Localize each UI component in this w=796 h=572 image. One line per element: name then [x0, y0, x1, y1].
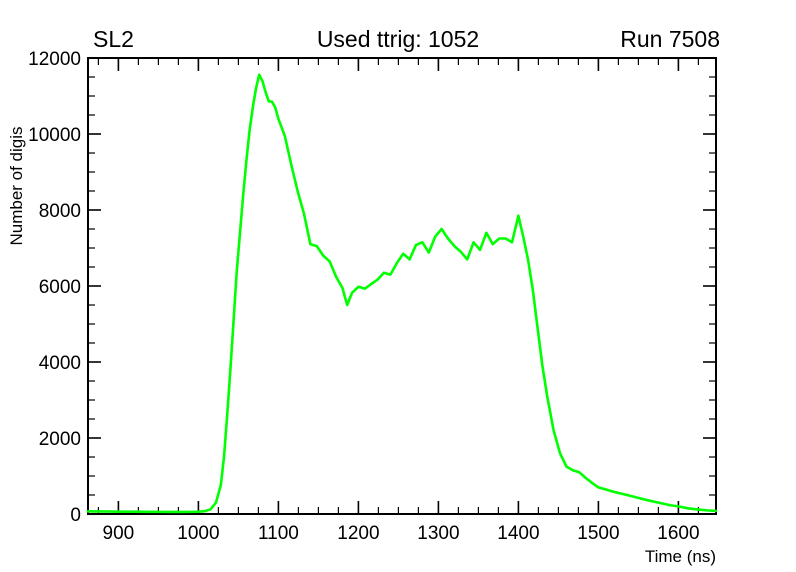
y-tick-label: 6000 [39, 277, 81, 298]
y-axis-tick-labels: 0 2000 4000 6000 8000 10000 12000 [28, 49, 81, 526]
y-tick-label: 0 [70, 505, 81, 526]
plot-frame [87, 57, 717, 515]
ttrig-label: Used ttrig: 1052 [316, 26, 480, 52]
data-curve-digis [86, 73, 718, 514]
x-axis-minor-ticks [97, 58, 700, 514]
y-tick-label: 12000 [28, 49, 81, 70]
run-label: Run 7508 [620, 26, 720, 52]
y-axis-major-ticks [88, 57, 716, 515]
x-tick-label: 1600 [657, 523, 699, 544]
sl-label: SL2 [93, 26, 134, 52]
x-tick-label: 1200 [337, 523, 379, 544]
y-axis-minor-ticks [88, 76, 716, 496]
x-axis-title: Time (ns) [645, 547, 716, 566]
y-tick-label: 8000 [39, 201, 81, 222]
x-tick-label: 1300 [417, 523, 459, 544]
x-tick-label: 1100 [258, 523, 299, 544]
x-tick-label: 1400 [497, 523, 539, 544]
x-tick-label: 1500 [577, 523, 619, 544]
y-axis-title: Number of digis [7, 126, 26, 245]
y-tick-label: 10000 [28, 125, 81, 146]
x-tick-label: 1000 [177, 523, 219, 544]
x-axis-tick-labels: 900 1000 1100 1200 1300 1400 1500 1600 [103, 523, 700, 544]
y-tick-label: 2000 [39, 429, 81, 450]
x-tick-label: 900 [103, 523, 135, 544]
x-axis-major-ticks [117, 58, 680, 514]
y-tick-label: 4000 [39, 353, 81, 374]
